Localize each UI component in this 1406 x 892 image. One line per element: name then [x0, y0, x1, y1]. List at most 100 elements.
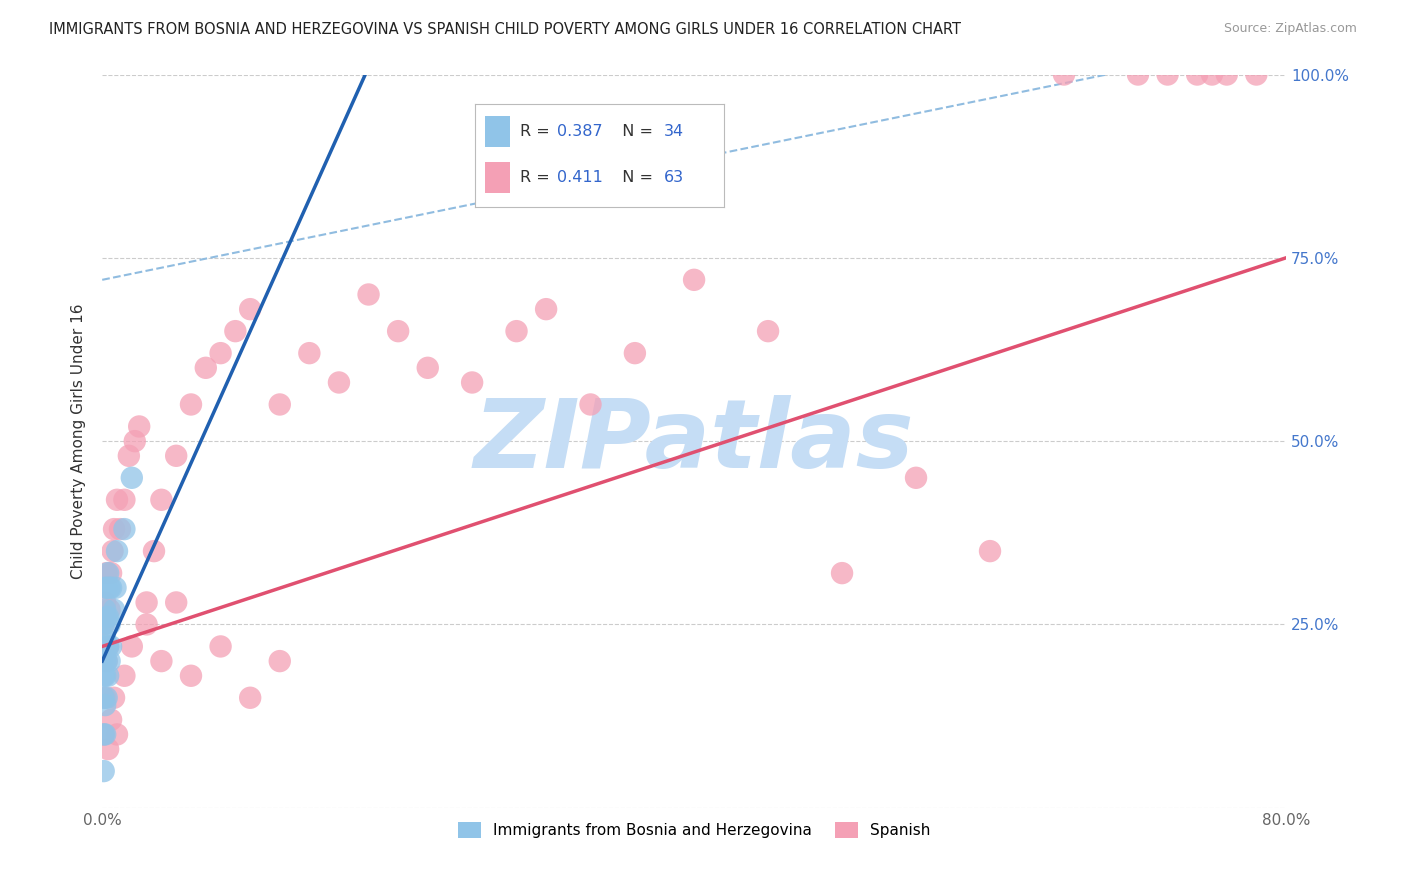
Point — [94, 581, 117, 595]
Point — [112, 669, 135, 683]
Point — [103, 522, 125, 536]
Point — [93, 617, 115, 632]
Point — [97, 640, 120, 654]
Point — [108, 522, 131, 536]
Point — [209, 346, 232, 360]
Point — [357, 287, 380, 301]
Point — [94, 632, 117, 646]
Point — [94, 595, 117, 609]
Point — [91, 640, 114, 654]
Point — [756, 324, 779, 338]
Point — [94, 669, 117, 683]
Point — [328, 376, 350, 390]
Point — [683, 273, 706, 287]
Point — [180, 669, 202, 683]
Point — [505, 324, 527, 338]
Point — [103, 603, 125, 617]
Point — [112, 522, 135, 536]
Point — [93, 640, 115, 654]
Point — [1126, 68, 1149, 82]
Point — [143, 544, 166, 558]
Point — [94, 654, 117, 668]
Point — [118, 449, 141, 463]
Point — [269, 397, 291, 411]
Point — [387, 324, 409, 338]
Point — [96, 654, 118, 668]
Point — [194, 360, 217, 375]
Point — [100, 713, 122, 727]
Point — [1246, 68, 1268, 82]
Point — [94, 603, 117, 617]
Point — [103, 690, 125, 705]
Point — [461, 376, 484, 390]
Point — [105, 727, 128, 741]
Point — [416, 360, 439, 375]
Point — [124, 434, 146, 449]
Point — [165, 449, 187, 463]
Point — [96, 690, 118, 705]
Point — [93, 690, 115, 705]
Point — [96, 566, 118, 581]
Point — [534, 302, 557, 317]
Point — [121, 471, 143, 485]
Point — [98, 617, 121, 632]
Point — [97, 640, 120, 654]
Point — [135, 595, 157, 609]
Point — [180, 397, 202, 411]
Point — [831, 566, 853, 581]
Point — [91, 654, 114, 668]
Point — [239, 302, 262, 317]
Point — [100, 566, 122, 581]
Point — [100, 640, 122, 654]
Point — [104, 581, 127, 595]
Point — [121, 640, 143, 654]
Point — [98, 603, 121, 617]
Point — [224, 324, 246, 338]
Point — [94, 690, 117, 705]
Point — [96, 640, 118, 654]
Point — [1156, 68, 1178, 82]
Text: ZIPatlas: ZIPatlas — [474, 394, 914, 488]
Point — [239, 690, 262, 705]
Point — [105, 492, 128, 507]
Point — [97, 742, 120, 756]
Point — [97, 566, 120, 581]
Point — [94, 698, 117, 712]
Point — [96, 581, 118, 595]
Point — [209, 640, 232, 654]
Point — [150, 654, 173, 668]
Point — [105, 544, 128, 558]
Point — [98, 581, 121, 595]
Point — [905, 471, 928, 485]
Point — [93, 617, 115, 632]
Point — [97, 669, 120, 683]
Point — [269, 654, 291, 668]
Point — [93, 764, 115, 778]
Point — [1201, 68, 1223, 82]
Point — [112, 492, 135, 507]
Point — [96, 654, 118, 668]
Point — [979, 544, 1001, 558]
Text: IMMIGRANTS FROM BOSNIA AND HERZEGOVINA VS SPANISH CHILD POVERTY AMONG GIRLS UNDE: IMMIGRANTS FROM BOSNIA AND HERZEGOVINA V… — [49, 22, 962, 37]
Point — [93, 727, 115, 741]
Y-axis label: Child Poverty Among Girls Under 16: Child Poverty Among Girls Under 16 — [72, 303, 86, 579]
Point — [165, 595, 187, 609]
Legend: Immigrants from Bosnia and Herzegovina, Spanish: Immigrants from Bosnia and Herzegovina, … — [451, 816, 936, 844]
Point — [1216, 68, 1239, 82]
Point — [1185, 68, 1208, 82]
Text: Source: ZipAtlas.com: Source: ZipAtlas.com — [1223, 22, 1357, 36]
Point — [1053, 68, 1076, 82]
Point — [298, 346, 321, 360]
Point — [579, 397, 602, 411]
Point — [97, 610, 120, 624]
Point — [128, 419, 150, 434]
Point — [98, 654, 121, 668]
Point — [93, 727, 115, 741]
Point — [93, 669, 115, 683]
Point — [624, 346, 647, 360]
Point — [101, 544, 124, 558]
Point — [94, 727, 117, 741]
Point — [96, 610, 118, 624]
Point — [135, 617, 157, 632]
Point — [100, 581, 122, 595]
